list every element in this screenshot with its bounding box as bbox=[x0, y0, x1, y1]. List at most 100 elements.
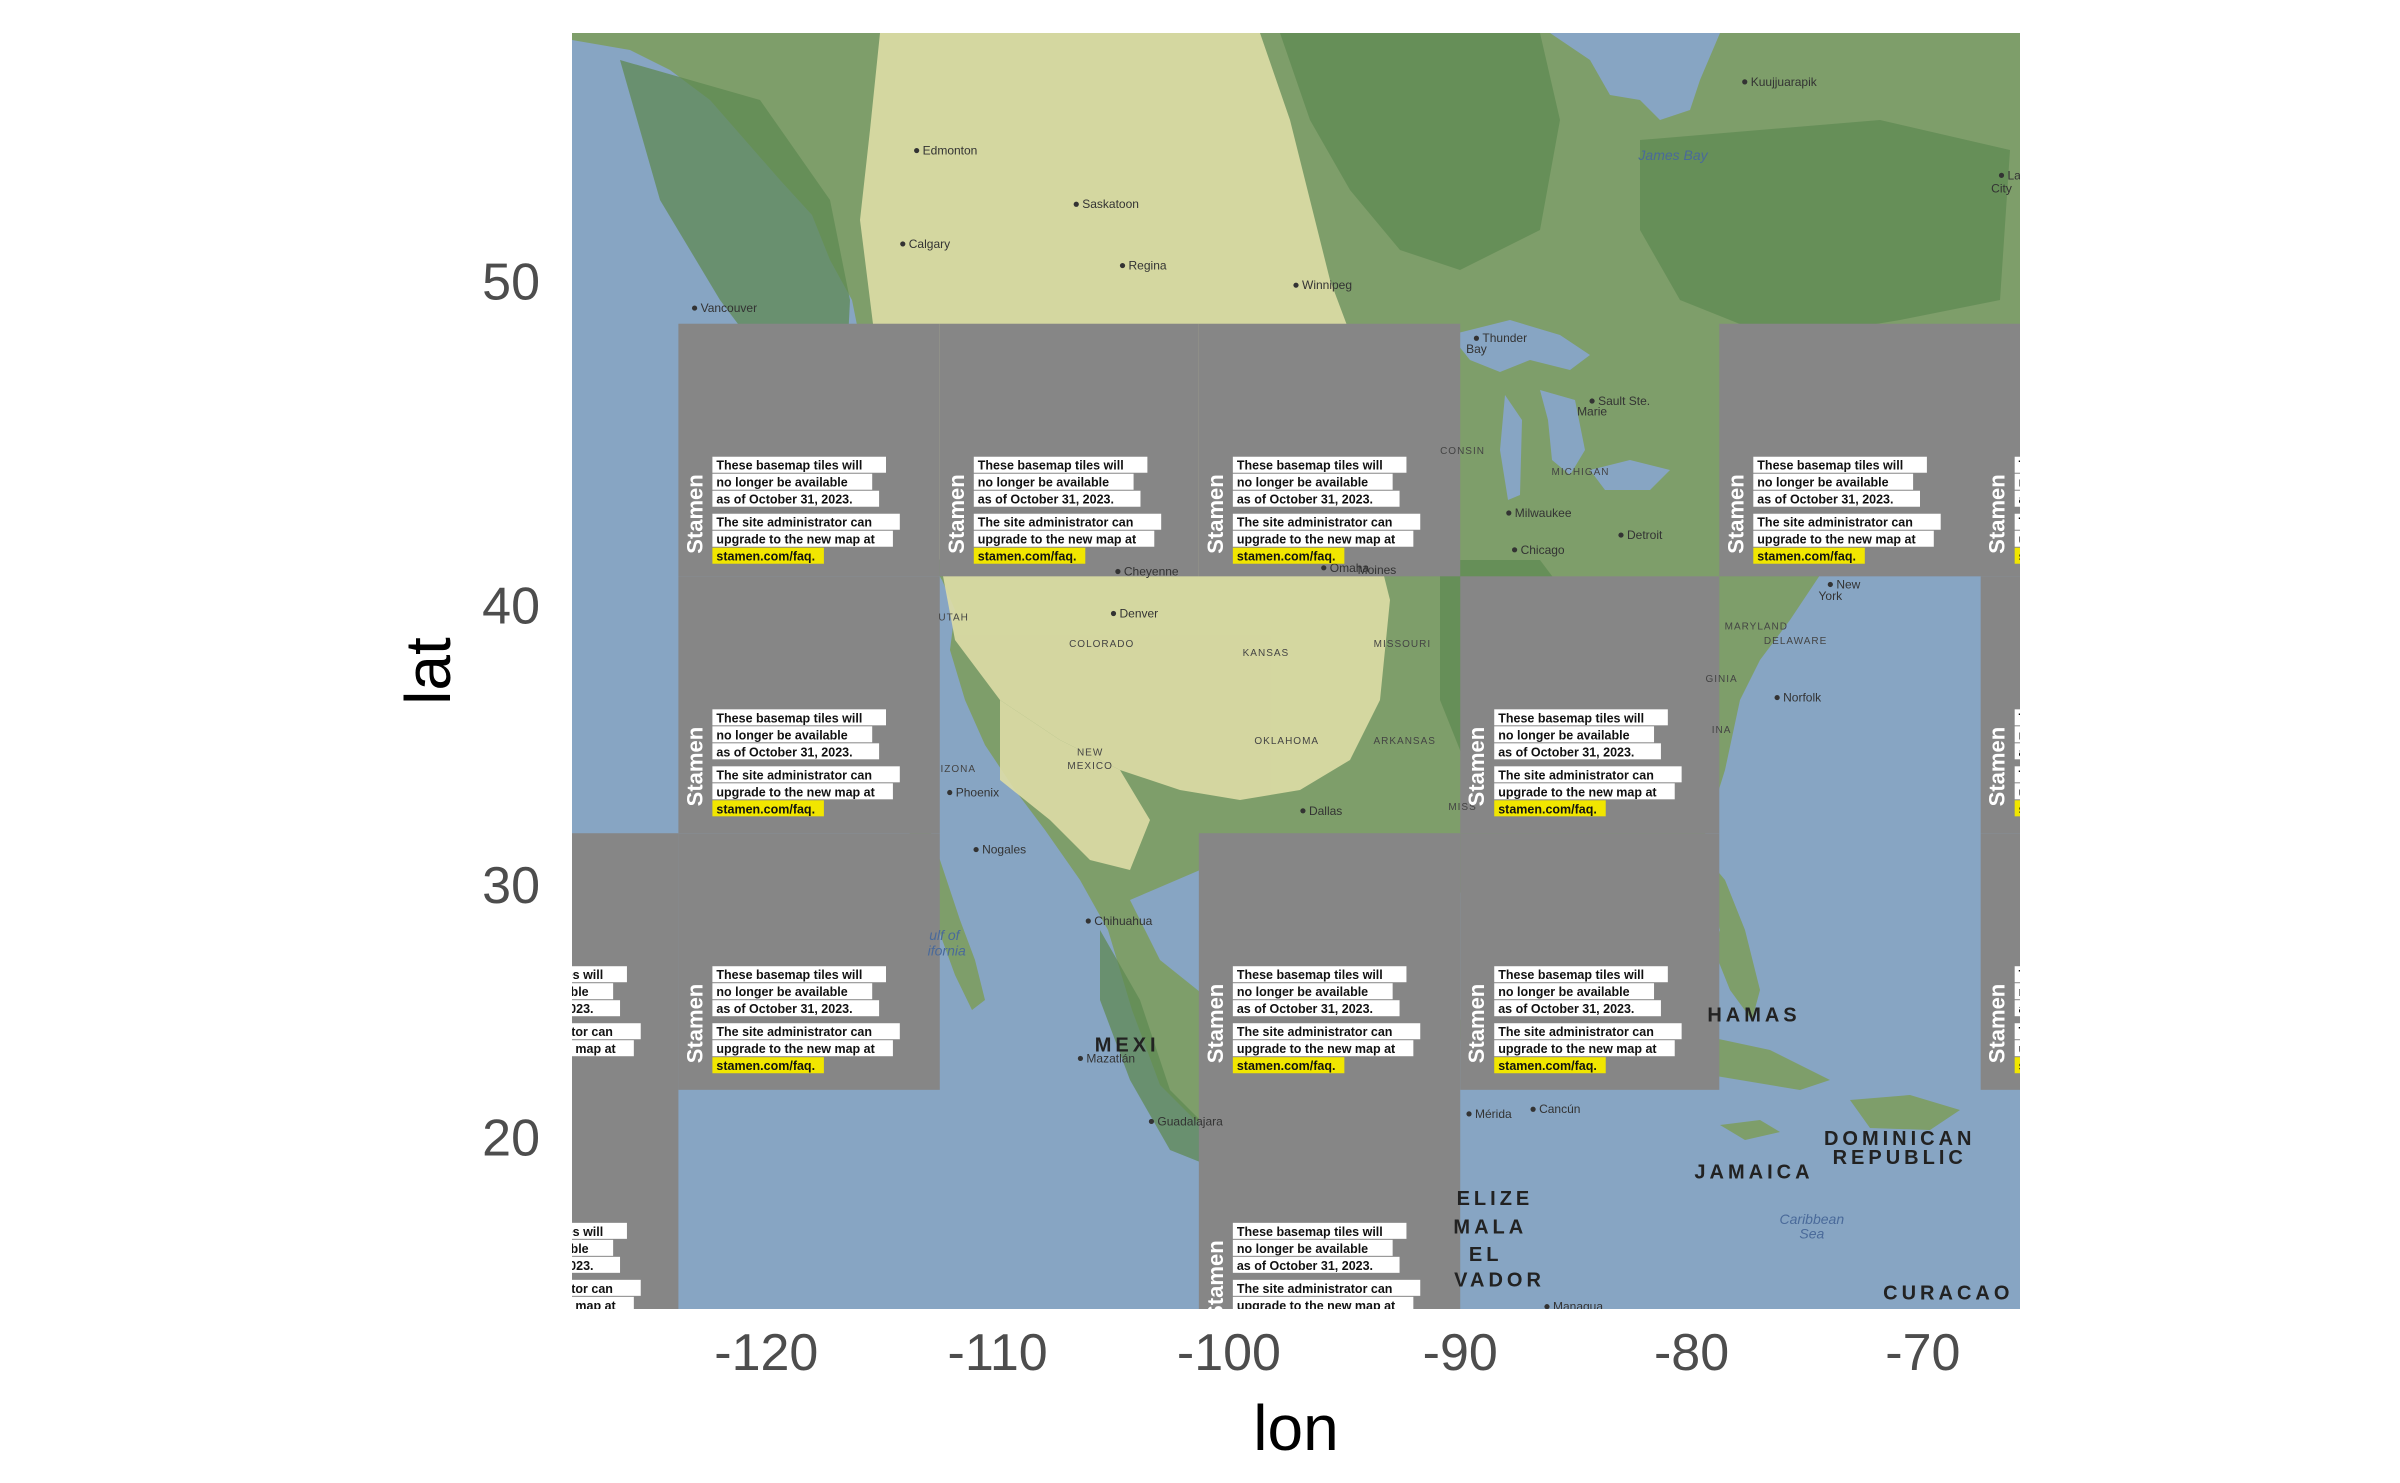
notice-line-bg bbox=[1494, 1000, 1661, 1017]
notice-line-bg bbox=[572, 1040, 634, 1057]
x-tick-label: -70 bbox=[1885, 1324, 1960, 1382]
notice-line: stamen.com/faq. bbox=[716, 1059, 815, 1073]
notice-line: The site administrator can bbox=[1237, 1282, 1393, 1296]
notice-line: no longer be available bbox=[1237, 476, 1368, 490]
place-dot bbox=[1119, 262, 1126, 269]
notice-line-bg bbox=[572, 1023, 641, 1040]
y-tick-label: 40 bbox=[482, 578, 540, 636]
gray-tiles bbox=[572, 323, 2020, 1309]
place-dot bbox=[1300, 808, 1306, 814]
notice-line-bg bbox=[712, 766, 900, 783]
stamen-notice: Stamen These basemap tiles will no longer … bbox=[682, 456, 900, 564]
notice-line-bg bbox=[712, 726, 873, 743]
place-label: Moines bbox=[1358, 563, 1397, 577]
notice-line-bg bbox=[712, 1040, 893, 1057]
notice-line: These basemap tiles will bbox=[457, 968, 603, 982]
notice-line-bg bbox=[1232, 490, 1400, 507]
place-label: EL bbox=[1469, 1244, 1503, 1266]
canadian-forest bbox=[1280, 33, 1560, 270]
stamen-notice: Stamen These basemap tiles will no longer … bbox=[1985, 966, 2165, 1074]
place-dot bbox=[1511, 547, 1518, 553]
notice-line-bg bbox=[1232, 1000, 1400, 1017]
place-label: New bbox=[1836, 577, 1860, 591]
notice-line-bg bbox=[1232, 1256, 1400, 1273]
notice-line: The site administrator can bbox=[457, 1282, 613, 1296]
eastern-forest bbox=[1640, 120, 2010, 340]
place-label: UTAH bbox=[938, 613, 968, 624]
notice-line-bg bbox=[712, 1000, 880, 1017]
notice-line-bg bbox=[1494, 800, 1606, 817]
notice-line: no longer be available bbox=[716, 728, 847, 742]
stamen-notice: Stamen These basemap tiles will no longer … bbox=[1203, 456, 1421, 564]
place-label: REPUBLIC bbox=[1833, 1147, 1967, 1169]
stamen-brand: Stamen bbox=[423, 984, 448, 1063]
notice-line: These basemap tiles will bbox=[2019, 968, 2165, 982]
notice-line: as of October 31, 2023. bbox=[2019, 1002, 2155, 1016]
notice-line-bg bbox=[1753, 456, 1927, 473]
place-label: Cancún bbox=[1539, 1102, 1580, 1116]
notice-line-bg bbox=[2014, 800, 2020, 817]
place-label: Denver bbox=[1119, 606, 1158, 620]
place-label: ARKANSAS bbox=[1373, 736, 1435, 747]
notice-line: no longer be available bbox=[716, 476, 847, 490]
stamen-notice: Stamen These basemap tiles will no longer … bbox=[944, 456, 1162, 564]
notice-line: as of October 31, 2023. bbox=[716, 493, 852, 507]
notice-line-bg bbox=[1494, 783, 1675, 800]
notice-line: no longer be available bbox=[2019, 985, 2150, 999]
notice-line-bg bbox=[1232, 983, 1393, 1000]
notice-line: These basemap tiles will bbox=[1237, 459, 1383, 473]
stamen-notice: Stamen These basemap tiles will no longer … bbox=[1464, 966, 1682, 1074]
notice-line-bg bbox=[2014, 1040, 2020, 1057]
notice-line-bg bbox=[2014, 490, 2020, 507]
notice-line-bg bbox=[453, 1314, 565, 1330]
jamaica-island bbox=[1720, 1120, 1780, 1140]
stamen-notice: Stamen These basemap tiles will no longer … bbox=[1203, 966, 1421, 1074]
stamen-brand: Stamen bbox=[1985, 727, 2010, 806]
place-label: Regina bbox=[1129, 259, 1167, 273]
notice-line-bg bbox=[1232, 473, 1393, 490]
x-tick-label: -90 bbox=[1423, 1324, 1498, 1382]
notice-line-bg bbox=[1494, 743, 1661, 760]
notice-line: These basemap tiles will bbox=[1237, 1225, 1383, 1239]
notice-line-bg bbox=[712, 1057, 824, 1074]
notice-line: no longer be available bbox=[457, 985, 588, 999]
notice-line: These basemap tiles will bbox=[716, 711, 862, 725]
notice-line: The site administrator can bbox=[716, 768, 872, 782]
stamen-notice: Stamen These basemap tiles will no longer … bbox=[1203, 1222, 1421, 1309]
notice-line: These basemap tiles will bbox=[2019, 459, 2165, 473]
notice-line: The site administrator can bbox=[1757, 516, 1913, 530]
place-label: Phoenix bbox=[956, 786, 999, 800]
great-lakes bbox=[1450, 320, 1670, 500]
notice-line: as of October 31, 2023. bbox=[457, 1259, 593, 1273]
place-label: MEXICO bbox=[1067, 761, 1112, 772]
notice-line-bg bbox=[2014, 983, 2020, 1000]
place-label: York bbox=[1819, 589, 1844, 603]
notice-line: upgrade to the new map at bbox=[1237, 1042, 1396, 1056]
notice-line-bg bbox=[712, 456, 887, 473]
place-label: Vancouver bbox=[701, 301, 757, 315]
notice-line-bg bbox=[572, 1256, 621, 1273]
stamen-brand: Stamen bbox=[1203, 474, 1228, 553]
notice-line-bg bbox=[1494, 1040, 1675, 1057]
notice-line-bg bbox=[1753, 547, 1865, 564]
notice-line-bg bbox=[1232, 966, 1407, 983]
notice-line: These basemap tiles will bbox=[2019, 711, 2165, 725]
gray-tile bbox=[1980, 576, 2020, 834]
notice-line: stamen.com/faq. bbox=[2019, 802, 2118, 816]
place-label: Chihuahua bbox=[1094, 914, 1152, 928]
place-label: Guadalajara bbox=[1157, 1114, 1223, 1128]
notice-line-bg bbox=[973, 513, 1162, 530]
place-dot bbox=[900, 241, 906, 247]
place-label: JAMAICA bbox=[1694, 1162, 1813, 1184]
place-label: ulf of bbox=[929, 927, 961, 943]
notice-line: upgrade to the new map at bbox=[716, 533, 875, 547]
notice-line: These basemap tiles will bbox=[1498, 968, 1644, 982]
notice-line: stamen.com/faq. bbox=[1237, 1059, 1336, 1073]
notice-line: upgrade to the new map at bbox=[1498, 1042, 1657, 1056]
notice-line: These basemap tiles will bbox=[457, 1225, 603, 1239]
notice-line-bg bbox=[2014, 1023, 2020, 1040]
x-tick-label: -80 bbox=[1654, 1324, 1729, 1382]
place-label: City bbox=[1991, 181, 2012, 195]
